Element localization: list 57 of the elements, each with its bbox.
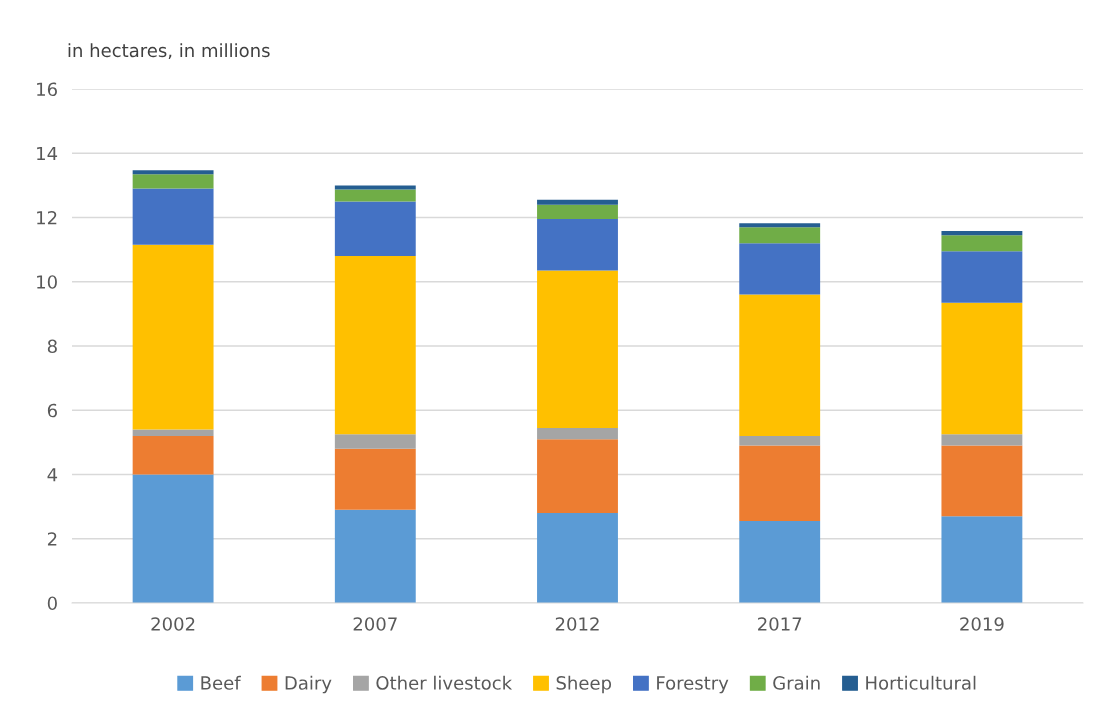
bar bbox=[132, 188, 214, 245]
bar bbox=[537, 204, 618, 220]
legend-label: Forestry bbox=[657, 676, 729, 694]
bar bbox=[537, 513, 618, 603]
bar bbox=[537, 219, 618, 271]
bar bbox=[334, 189, 416, 202]
y-tick-label: 12 bbox=[37, 210, 57, 225]
bar bbox=[537, 439, 618, 514]
x-tick-label: 2002 bbox=[151, 617, 195, 631]
bar bbox=[941, 516, 1023, 603]
bar bbox=[941, 235, 1023, 252]
y-tick-label: 16 bbox=[37, 82, 57, 97]
bar bbox=[941, 302, 1023, 435]
bar bbox=[132, 435, 214, 475]
bar bbox=[941, 434, 1023, 446]
y-tick-label: 14 bbox=[37, 146, 58, 161]
y-tick-label: 2 bbox=[47, 532, 57, 546]
bar bbox=[334, 201, 416, 257]
legend-label: Sheep bbox=[556, 675, 612, 694]
legend-label: Other livestock bbox=[376, 675, 513, 690]
bar bbox=[739, 243, 821, 295]
legend-label: Horticultural bbox=[866, 675, 976, 690]
bar bbox=[132, 174, 214, 189]
bar bbox=[739, 227, 821, 244]
bar bbox=[334, 509, 416, 603]
bar bbox=[739, 521, 821, 603]
bar bbox=[334, 448, 416, 510]
x-tick-label: 2017 bbox=[758, 617, 802, 631]
bar bbox=[941, 230, 1023, 236]
bar bbox=[334, 434, 416, 449]
bar bbox=[739, 445, 821, 522]
y-tick-label: 4 bbox=[47, 468, 58, 482]
legend-label: Grain bbox=[773, 675, 820, 690]
y-tick-label: 10 bbox=[37, 275, 57, 289]
bar bbox=[941, 445, 1023, 517]
bar bbox=[132, 429, 214, 436]
x-tick-label: 2007 bbox=[353, 617, 397, 631]
x-tick-label: 2012 bbox=[555, 617, 599, 631]
y-tick-label: 6 bbox=[47, 403, 57, 418]
y-tick-label: 8 bbox=[47, 339, 57, 354]
legend-label: Beef bbox=[201, 675, 241, 690]
bar bbox=[334, 185, 416, 190]
bar bbox=[132, 244, 214, 430]
bar bbox=[132, 170, 214, 175]
bar bbox=[537, 270, 618, 428]
legend-label: Dairy bbox=[285, 675, 332, 694]
bar bbox=[537, 199, 618, 205]
y-axis-title: in hectares, in millions bbox=[68, 43, 270, 60]
y-tick-label: 0 bbox=[47, 596, 57, 611]
bar bbox=[739, 294, 821, 436]
bar bbox=[739, 223, 821, 228]
bar bbox=[941, 251, 1023, 303]
bar bbox=[739, 435, 821, 446]
bar bbox=[132, 474, 214, 603]
bar bbox=[334, 256, 416, 435]
bar bbox=[537, 427, 618, 440]
x-tick-label: 2019 bbox=[960, 617, 1004, 631]
